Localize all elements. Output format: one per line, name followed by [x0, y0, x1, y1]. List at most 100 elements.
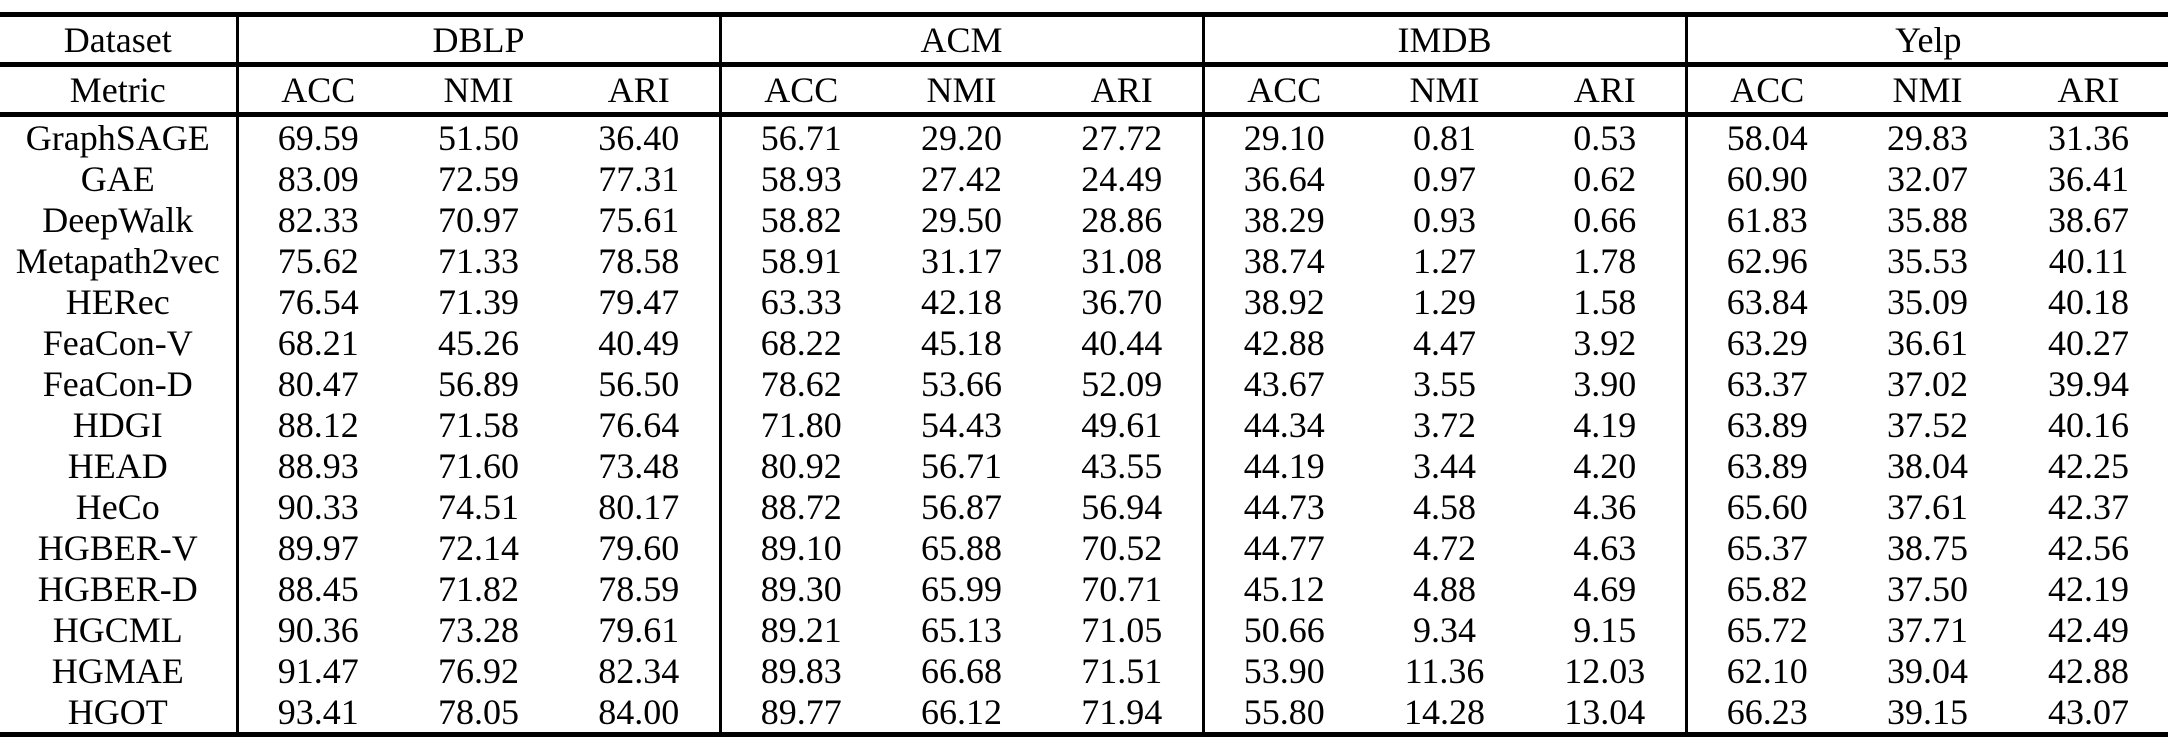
metric-value-cell: 56.94 [1081, 486, 1163, 527]
metric-value-cell: 39.94 [2048, 363, 2130, 404]
method-name-cell: HeCo [75, 486, 160, 527]
metric-value-cell: 71.05 [1081, 609, 1163, 650]
metric-value-cell: 43.67 [1201, 363, 1365, 404]
metric-value-cell: 49.61 [1081, 404, 1163, 445]
metric-value-cell: 71.94 [1081, 691, 1163, 732]
metric-value-cell: 1.78 [1573, 240, 1637, 281]
metric-value-cell: 69.59 [235, 114, 398, 158]
metric-value-cell: 0.62 [1573, 158, 1637, 199]
metric-value-cell: 75.62 [235, 240, 398, 281]
metric-value-cell: 93.41 [235, 691, 398, 735]
metric-value-cell: 37.71 [1887, 609, 1969, 650]
metric-value-cell: 39.15 [1887, 691, 1969, 732]
metric-value-cell: 76.54 [235, 281, 398, 322]
metric-value-cell: 1.58 [1573, 281, 1637, 322]
metric-value-cell: 78.58 [598, 240, 680, 281]
metric-value-cell: 45.18 [921, 322, 1003, 363]
metric-value-cell: 89.10 [718, 527, 882, 568]
metric-header-dblp-ari: ARI [559, 64, 721, 117]
metric-value-cell: 38.74 [1201, 240, 1365, 281]
metric-value-cell: 78.59 [598, 568, 680, 609]
metric-value-cell: 71.82 [438, 568, 519, 609]
metric-value-cell: 89.97 [235, 527, 398, 568]
metric-value-cell: 89.77 [718, 691, 882, 735]
metric-value-cell: 42.56 [2048, 527, 2130, 568]
metric-value-cell: 55.80 [1201, 691, 1365, 735]
metric-value-cell: 90.36 [235, 609, 398, 650]
metric-value-cell: 4.20 [1573, 445, 1637, 486]
table-row: FeaCon-V 68.21 45.26 40.49 68.22 45.18 40.44 42… [0, 322, 2168, 363]
table-row: HEAD 88.93 71.60 73.48 80.92 56.71 43.55 44.19 3… [0, 445, 2168, 486]
metric-value-cell: 29.20 [921, 117, 1003, 158]
dataset-corner-cell: Dataset [0, 14, 237, 67]
metric-value-cell: 91.47 [235, 650, 398, 691]
metric-value-cell: 71.39 [438, 281, 519, 322]
metric-value-cell: 79.47 [598, 281, 680, 322]
metric-value-cell: 80.17 [598, 486, 680, 527]
metric-value-cell: 71.80 [718, 404, 882, 445]
metric-value-cell: 63.84 [1684, 281, 1848, 322]
metric-value-cell: 40.18 [2048, 281, 2130, 322]
metric-value-cell: 4.47 [1413, 322, 1477, 363]
results-table: Dataset DBLP ACM IMDB Yelp Metric ACC NM… [0, 12, 2168, 737]
method-name-cell: HEAD [67, 445, 168, 486]
metric-value-cell: 29.83 [1887, 117, 1969, 158]
metric-value-cell: 80.47 [235, 363, 398, 404]
metric-value-cell: 56.89 [438, 363, 519, 404]
metric-value-cell: 40.44 [1081, 322, 1163, 363]
metric-header-acm-acc: ACC [718, 64, 882, 117]
metric-value-cell: 52.09 [1081, 363, 1163, 404]
table-row: HGBER-V 89.97 72.14 79.60 89.10 65.88 70.52 44.… [0, 527, 2168, 568]
metric-value-cell: 42.88 [1201, 322, 1365, 363]
metric-value-cell: 90.33 [235, 486, 398, 527]
metric-value-cell: 77.31 [598, 158, 680, 199]
metric-value-cell: 42.37 [2048, 486, 2130, 527]
metric-value-cell: 9.34 [1413, 609, 1477, 650]
metric-value-cell: 50.66 [1201, 609, 1365, 650]
metric-header-yelp-nmi: NMI [1847, 64, 2009, 117]
metric-value-cell: 61.83 [1684, 199, 1848, 240]
metric-value-cell: 89.30 [718, 568, 882, 609]
metric-value-cell: 4.72 [1413, 527, 1477, 568]
metric-value-cell: 37.52 [1887, 404, 1969, 445]
metric-value-cell: 83.09 [235, 158, 398, 199]
metric-value-cell: 76.64 [598, 404, 680, 445]
method-name-cell: GAE [80, 158, 155, 199]
metric-value-cell: 9.15 [1573, 609, 1637, 650]
metric-value-cell: 36.61 [1887, 322, 1969, 363]
metric-value-cell: 70.71 [1081, 568, 1163, 609]
metric-value-cell: 14.28 [1404, 691, 1486, 732]
group-header-acm: ACM [718, 14, 1204, 67]
metric-value-cell: 4.19 [1573, 404, 1637, 445]
metric-value-cell: 76.92 [438, 650, 519, 691]
metric-header-row: Metric ACC NMI ARI ACC NMI ARI ACC NMI A… [0, 64, 2168, 117]
metric-value-cell: 66.12 [921, 691, 1003, 732]
method-name-cell: GraphSAGE [25, 117, 210, 158]
metric-value-cell: 63.37 [1684, 363, 1848, 404]
metric-value-cell: 71.51 [1081, 650, 1163, 691]
metric-value-cell: 58.82 [718, 199, 882, 240]
metric-value-cell: 62.96 [1684, 240, 1848, 281]
method-name-cell: HGCML [52, 609, 183, 650]
metric-value-cell: 36.41 [2048, 158, 2130, 199]
metric-value-cell: 40.27 [2048, 322, 2130, 363]
metric-value-cell: 70.52 [1081, 527, 1163, 568]
metric-value-cell: 4.63 [1573, 527, 1637, 568]
metric-value-cell: 65.72 [1684, 609, 1848, 650]
metric-header-dblp-acc: ACC [235, 64, 398, 117]
metric-header-yelp-acc: ACC [1684, 64, 1848, 117]
metric-value-cell: 44.34 [1201, 404, 1365, 445]
metric-value-cell: 58.91 [718, 240, 882, 281]
metric-value-cell: 56.71 [718, 114, 882, 158]
method-name-cell: HDGI [72, 404, 163, 445]
metric-value-cell: 63.29 [1684, 322, 1848, 363]
metric-header-yelp-ari: ARI [2008, 64, 2168, 117]
metric-value-cell: 53.66 [921, 363, 1003, 404]
metric-value-cell: 89.21 [718, 609, 882, 650]
metric-value-cell: 3.92 [1573, 322, 1637, 363]
metric-value-cell: 80.92 [718, 445, 882, 486]
metric-value-cell: 38.92 [1201, 281, 1365, 322]
table-row: Metapath2vec 75.62 71.33 78.58 58.91 31.17 31.… [0, 240, 2168, 281]
metric-value-cell: 56.87 [921, 486, 1003, 527]
